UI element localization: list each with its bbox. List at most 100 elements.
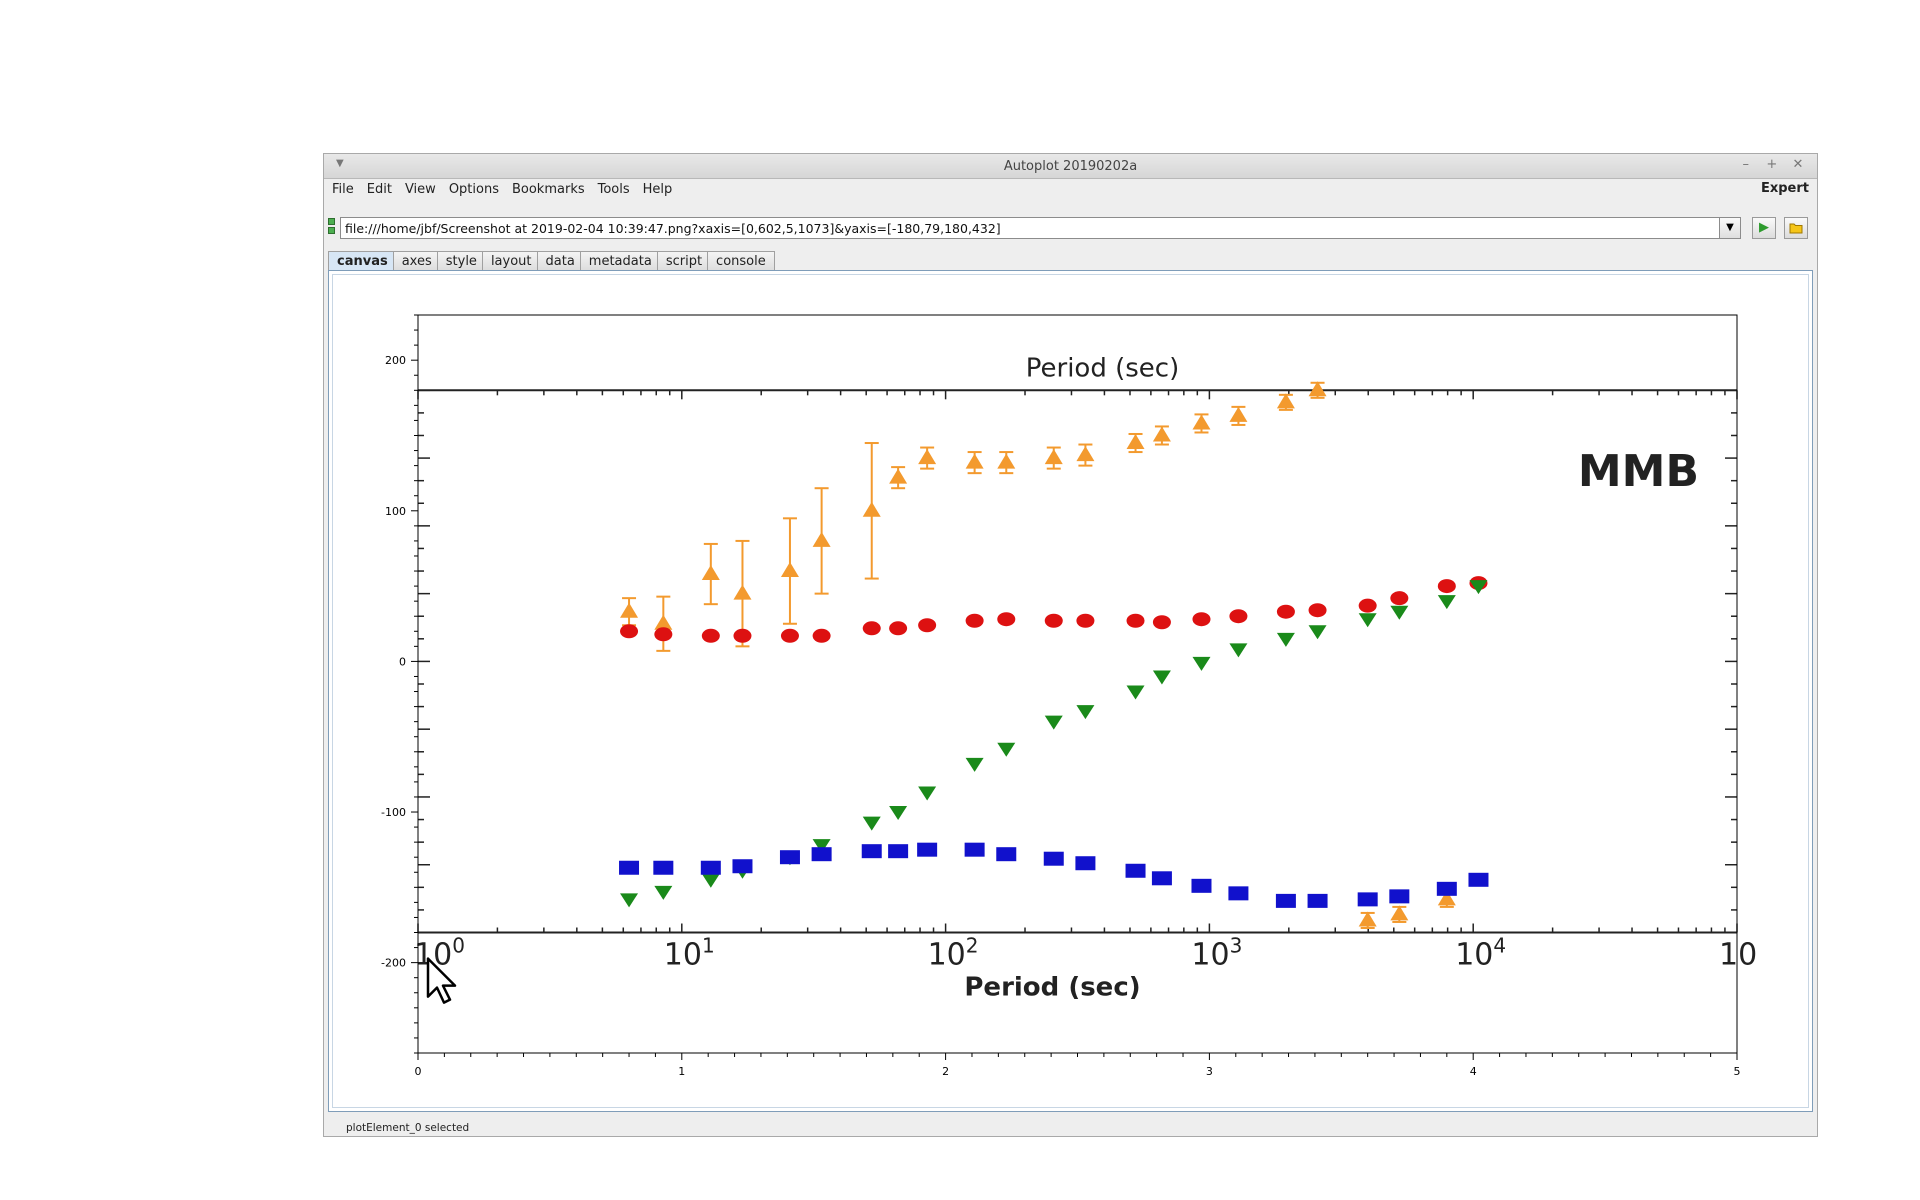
- data-point-triangle-up: [1076, 446, 1095, 462]
- chevron-down-icon: ▼: [1726, 222, 1734, 233]
- data-point-triangle-up: [1229, 406, 1248, 422]
- data-point-triangle-up: [918, 449, 937, 465]
- data-point-square: [964, 842, 985, 857]
- data-point-triangle-down: [1358, 613, 1377, 628]
- data-point-square: [619, 860, 640, 875]
- data-point-circle: [1308, 603, 1327, 618]
- data-point-triangle-up: [1437, 890, 1456, 906]
- data-point-square: [1125, 863, 1146, 878]
- data-point-triangle-down: [1044, 715, 1063, 730]
- data-point-triangle-up: [1126, 434, 1145, 450]
- data-point-circle: [862, 621, 881, 636]
- data-point-triangle-up: [1192, 414, 1211, 430]
- data-point-circle: [701, 628, 720, 643]
- data-point-triangle-down: [862, 816, 881, 831]
- data-point-circle: [1044, 613, 1063, 628]
- menu-help[interactable]: Help: [642, 182, 673, 197]
- data-point-triangle-down: [1390, 605, 1409, 620]
- menu-file[interactable]: File: [332, 182, 354, 197]
- data-point-circle: [1437, 579, 1456, 594]
- data-point-circle: [1276, 604, 1295, 619]
- tab-data[interactable]: data: [536, 251, 584, 271]
- x-tick-label: 1: [678, 1065, 685, 1078]
- image-decade-label: 101: [664, 934, 715, 973]
- data-point-triangle-up: [780, 562, 799, 578]
- tab-script[interactable]: script: [656, 251, 712, 271]
- data-point-square: [732, 859, 753, 874]
- data-point-triangle-down: [701, 873, 720, 888]
- tab-axes[interactable]: axes: [392, 251, 441, 271]
- mouse-pointer-icon: [426, 957, 457, 1004]
- data-point-square: [888, 844, 909, 859]
- data-point-triangle-up: [812, 531, 831, 547]
- data-point-circle: [918, 618, 937, 633]
- uri-history-dropdown[interactable]: ▼: [1719, 217, 1741, 239]
- data-point-triangle-up: [1390, 905, 1409, 921]
- data-point-square: [1191, 878, 1212, 893]
- play-icon: ▶: [1759, 220, 1769, 235]
- data-point-triangle-up: [862, 501, 881, 517]
- plot-go-button[interactable]: ▶: [1752, 217, 1776, 239]
- data-point-triangle-down: [1437, 595, 1456, 610]
- data-point-triangle-down: [1126, 685, 1145, 700]
- status-indicator-icon: [328, 218, 335, 236]
- tab-layout[interactable]: layout: [481, 251, 541, 271]
- data-point-triangle-up: [620, 602, 639, 618]
- data-point-square: [700, 860, 721, 875]
- close-icon[interactable]: ✕: [1792, 157, 1804, 172]
- y-tick-label: -200: [381, 957, 406, 970]
- image-background: [418, 315, 1737, 1053]
- data-point-square: [1468, 872, 1489, 887]
- minimize-icon[interactable]: –: [1742, 157, 1749, 172]
- data-point-square: [917, 842, 938, 857]
- data-point-triangle-up: [733, 584, 752, 600]
- menu-edit[interactable]: Edit: [366, 182, 392, 197]
- browse-button[interactable]: [1784, 217, 1808, 239]
- data-point-triangle-down: [654, 885, 673, 900]
- data-point-triangle-down: [889, 806, 908, 821]
- x-tick-label: 0: [415, 1065, 422, 1078]
- y-tick-label: 0: [399, 655, 406, 668]
- data-point-circle: [812, 628, 831, 643]
- data-point-circle: [1229, 609, 1248, 624]
- data-source-bar: ▼ ▶: [324, 214, 1817, 242]
- data-point-triangle-down: [812, 839, 831, 854]
- data-point-circle: [1358, 598, 1377, 613]
- data-point-circle: [780, 628, 799, 643]
- data-point-triangle-down: [620, 893, 639, 908]
- folder-icon: [1789, 220, 1803, 235]
- x-tick-label: 2: [942, 1065, 949, 1078]
- autoplot-window: ▼ Autoplot 20190202a – + ✕ File Edit View O…: [323, 153, 1818, 1137]
- title-bar[interactable]: ▼ Autoplot 20190202a – + ✕: [324, 154, 1817, 179]
- data-point-square: [1307, 893, 1328, 908]
- data-point-triangle-up: [1044, 449, 1063, 465]
- data-point-circle: [889, 621, 908, 636]
- data-point-square: [1228, 886, 1249, 901]
- x-tick-label: 4: [1470, 1065, 1477, 1078]
- data-point-triangle-up: [1276, 393, 1295, 409]
- data-point-triangle-down: [1469, 580, 1488, 595]
- menu-tools[interactable]: Tools: [597, 182, 630, 197]
- data-point-circle: [654, 627, 673, 642]
- menu-bookmarks[interactable]: Bookmarks: [511, 182, 585, 197]
- image-bottom-axis-label: Period (sec): [964, 973, 1140, 1003]
- data-point-square: [1357, 892, 1378, 907]
- data-point-triangle-up: [701, 565, 720, 581]
- window-menu-icon[interactable]: ▼: [336, 158, 344, 169]
- uri-input[interactable]: [340, 217, 1740, 239]
- tab-canvas[interactable]: canvas: [328, 251, 397, 271]
- data-point-triangle-down: [1229, 643, 1248, 658]
- data-point-triangle-up: [965, 453, 984, 469]
- tab-metadata[interactable]: metadata: [579, 251, 661, 271]
- maximize-icon[interactable]: +: [1766, 157, 1778, 172]
- image-decade-label: 10: [1719, 938, 1757, 973]
- menu-view[interactable]: View: [404, 182, 436, 197]
- tab-style[interactable]: style: [436, 251, 486, 271]
- menu-options[interactable]: Options: [448, 182, 499, 197]
- data-point-triangle-up: [1308, 381, 1327, 397]
- tab-console[interactable]: console: [707, 251, 775, 271]
- expert-mode-menu[interactable]: Expert: [1760, 181, 1809, 196]
- plot-canvas[interactable]: 100 101 102 103 104 10 Period (sec) Period (sec…: [332, 274, 1809, 1108]
- image-decade-label: 104: [1455, 934, 1506, 973]
